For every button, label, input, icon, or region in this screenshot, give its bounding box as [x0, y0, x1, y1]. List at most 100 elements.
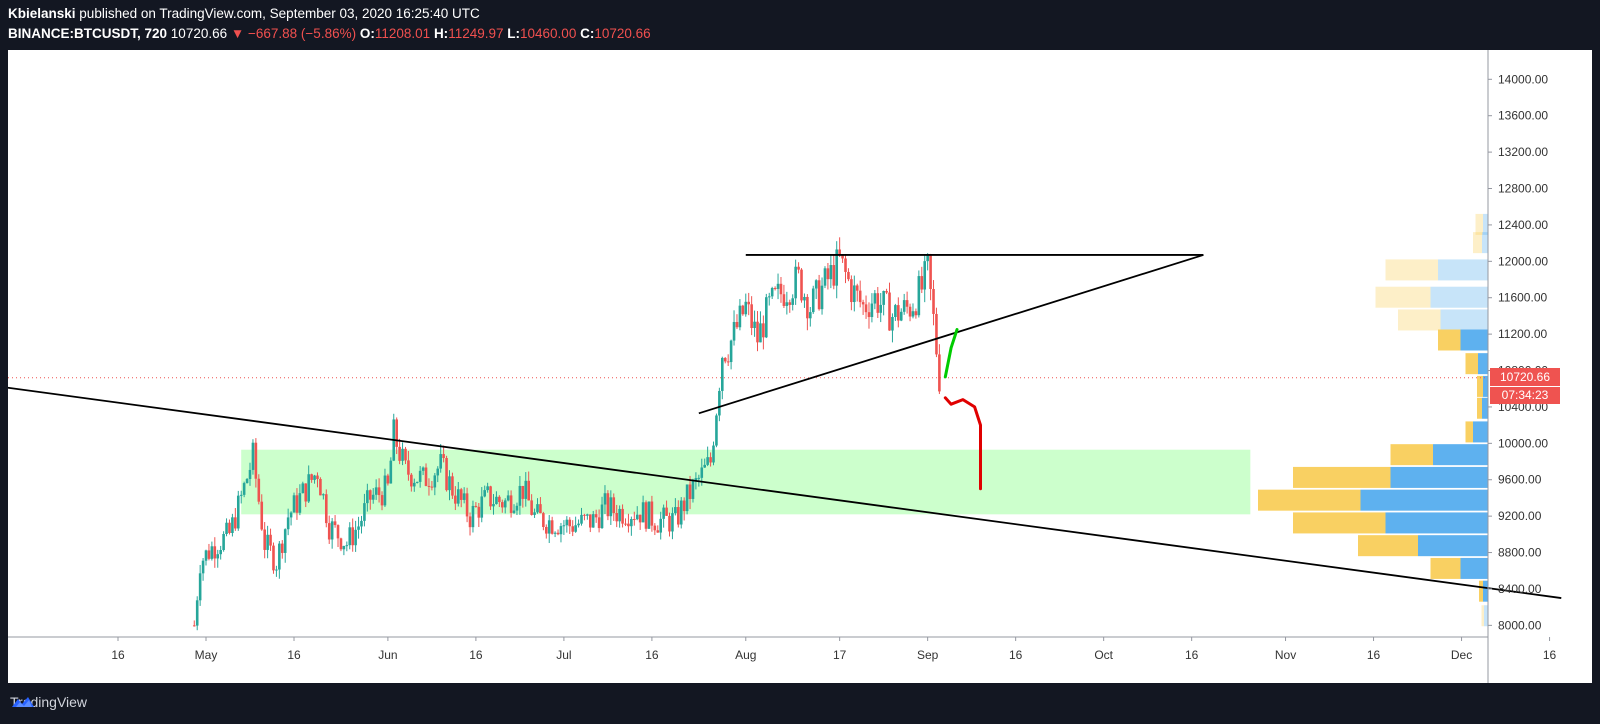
candle-body[interactable]: [433, 475, 437, 488]
candle-body[interactable]: [938, 354, 941, 392]
candle-body[interactable]: [275, 569, 278, 571]
candle-body[interactable]: [858, 290, 862, 303]
candle-body[interactable]: [785, 302, 789, 306]
candle-body[interactable]: [779, 283, 783, 295]
candle-body[interactable]: [926, 254, 929, 262]
candle-body[interactable]: [735, 321, 739, 328]
candle-body[interactable]: [853, 285, 856, 303]
candle-body[interactable]: [204, 550, 208, 561]
candle-body[interactable]: [544, 526, 548, 534]
candle-body[interactable]: [835, 249, 839, 286]
candle-body[interactable]: [888, 292, 891, 331]
candle-body[interactable]: [897, 305, 900, 321]
trendline-rising-support[interactable]: [698, 254, 1204, 415]
candle-body[interactable]: [418, 470, 422, 482]
candle-body[interactable]: [902, 300, 906, 312]
candle-body[interactable]: [198, 573, 202, 601]
candle-body[interactable]: [935, 313, 938, 355]
candle-body[interactable]: [800, 269, 803, 301]
candle-body[interactable]: [729, 340, 733, 363]
candle-body[interactable]: [612, 497, 616, 513]
candle-body[interactable]: [565, 519, 569, 526]
candle-body[interactable]: [192, 625, 196, 627]
candle-body[interactable]: [876, 293, 880, 313]
candle-body[interactable]: [228, 522, 231, 533]
candle-body[interactable]: [571, 526, 574, 532]
candle-body[interactable]: [811, 288, 815, 313]
candle-body[interactable]: [817, 280, 821, 310]
candle-body[interactable]: [301, 483, 305, 494]
candle-body[interactable]: [688, 484, 692, 499]
candle-body[interactable]: [932, 289, 935, 314]
candle-body[interactable]: [879, 304, 883, 313]
candle-body[interactable]: [533, 512, 536, 515]
candle-body[interactable]: [242, 483, 246, 495]
candle-body[interactable]: [386, 475, 390, 484]
candle-body[interactable]: [360, 520, 363, 527]
candle-body[interactable]: [459, 489, 463, 500]
candle-body[interactable]: [489, 486, 492, 507]
candle-body[interactable]: [609, 497, 613, 517]
candle-body[interactable]: [518, 485, 522, 506]
candle-body[interactable]: [498, 496, 501, 503]
candle-body[interactable]: [251, 442, 255, 470]
candle-body[interactable]: [861, 302, 865, 305]
candle-body[interactable]: [263, 529, 266, 550]
candle-body[interactable]: [832, 265, 836, 286]
candle-body[interactable]: [410, 474, 413, 487]
candle-body[interactable]: [389, 460, 393, 484]
candle-body[interactable]: [855, 285, 859, 291]
candle-body[interactable]: [574, 525, 577, 532]
candle-body[interactable]: [195, 600, 199, 626]
candle-body[interactable]: [286, 517, 290, 530]
candle-body[interactable]: [236, 495, 240, 529]
candle-body[interactable]: [254, 442, 258, 479]
candle-body[interactable]: [398, 446, 401, 461]
candle-body[interactable]: [404, 448, 407, 461]
candle-body[interactable]: [718, 390, 721, 416]
candle-body[interactable]: [659, 518, 663, 533]
candle-body[interactable]: [656, 530, 660, 533]
candle-body[interactable]: [509, 495, 513, 513]
candle-body[interactable]: [512, 510, 516, 513]
candle-body[interactable]: [454, 495, 457, 504]
candle-body[interactable]: [621, 508, 624, 524]
candle-body[interactable]: [201, 560, 205, 574]
candle-body[interactable]: [348, 527, 352, 546]
candle-body[interactable]: [333, 521, 337, 526]
candle-body[interactable]: [885, 291, 888, 293]
candle-body[interactable]: [920, 276, 924, 290]
candle-body[interactable]: [773, 288, 777, 290]
candle-body[interactable]: [829, 265, 833, 280]
candle-body[interactable]: [618, 508, 621, 522]
candle-body[interactable]: [841, 254, 844, 259]
candle-body[interactable]: [838, 249, 841, 255]
candle-body[interactable]: [354, 529, 357, 546]
candle-body[interactable]: [474, 505, 478, 507]
candle-body[interactable]: [471, 505, 475, 528]
candle-body[interactable]: [492, 504, 495, 507]
candle-body[interactable]: [451, 476, 454, 496]
candle-body[interactable]: [694, 478, 698, 481]
candle-body[interactable]: [712, 445, 715, 463]
candle-body[interactable]: [436, 468, 440, 476]
candle-body[interactable]: [216, 554, 220, 559]
candle-body[interactable]: [521, 485, 525, 499]
candle-body[interactable]: [342, 545, 346, 550]
candle-body[interactable]: [929, 254, 932, 290]
candle-body[interactable]: [650, 501, 654, 526]
candle-body[interactable]: [741, 305, 745, 315]
candle-body[interactable]: [867, 312, 871, 318]
candle-body[interactable]: [298, 493, 302, 513]
candle-body[interactable]: [292, 495, 296, 513]
candle-body[interactable]: [324, 494, 328, 524]
candle-body[interactable]: [439, 454, 442, 469]
candle-body[interactable]: [638, 514, 642, 523]
candle-body[interactable]: [726, 361, 730, 363]
candle-body[interactable]: [756, 321, 759, 343]
candle-body[interactable]: [330, 521, 334, 540]
candle-body[interactable]: [395, 419, 398, 447]
candle-body[interactable]: [715, 415, 718, 446]
candle-body[interactable]: [380, 495, 384, 506]
candle-body[interactable]: [662, 507, 665, 519]
